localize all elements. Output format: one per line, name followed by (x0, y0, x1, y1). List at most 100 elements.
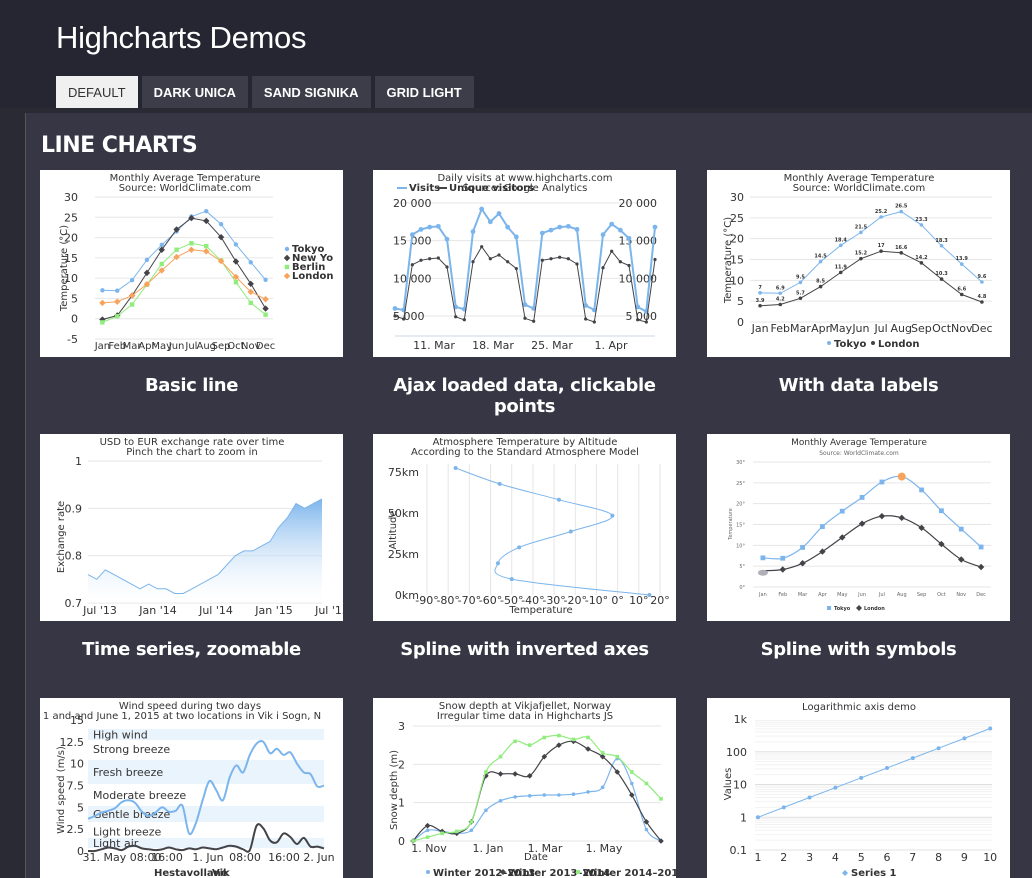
y-tick-label: 30 (730, 191, 744, 204)
legend-symbol (500, 869, 506, 875)
series-point (885, 765, 889, 770)
chart-card-spline-symbols[interactable]: Monthly Average Temperature Source: World… (707, 434, 1010, 621)
chart-card-time-series[interactable]: USD to EUR exchange rate over time Pinch … (40, 434, 343, 621)
x-tick-label: 9 (961, 851, 968, 864)
chart-card-snow-depth[interactable]: Snow depth at Vikjafjellet, Norway Irregu… (373, 698, 676, 878)
x-tick-label: May (837, 592, 847, 598)
y-tick-label: 3 (398, 720, 405, 733)
series-point (469, 828, 474, 833)
x-tick-label: Sep (911, 322, 932, 335)
x-tick-label: 1. Apr (594, 339, 627, 352)
series-point (513, 739, 517, 744)
y-tick-label: 0 (77, 845, 84, 858)
header-bar: Highcharts Demos DEFAULT DARK UNICA SAND… (0, 0, 1032, 108)
series-point (600, 751, 605, 755)
x-tick-label: 1 (755, 851, 762, 864)
tab-dark-unica[interactable]: DARK UNICA (141, 76, 248, 108)
x-tick-label: Jul (878, 592, 885, 598)
caption-data-labels[interactable]: With data labels (778, 375, 939, 396)
y-axis-label: Temperature (°C) (723, 217, 734, 304)
x-tick-label: Jul '14 (198, 604, 233, 617)
legend-item: Unique visitors (449, 183, 534, 194)
series-point (599, 753, 606, 760)
caption-basic-line[interactable]: Basic line (144, 375, 239, 396)
series-point (859, 256, 863, 261)
legend-symbol (283, 272, 291, 280)
chart-card-basic-line[interactable]: Monthly Average Temperature Source: World… (40, 170, 343, 357)
series-point (978, 544, 984, 550)
legend-symbol (856, 605, 862, 611)
x-tick-label: Mar (123, 341, 143, 352)
x-tick-label: 10° (629, 594, 649, 607)
y-axis-label: Temperature (°C) (59, 225, 70, 312)
series-point (453, 830, 460, 837)
series-point (879, 215, 883, 219)
data-label: 5.7 (796, 290, 805, 296)
series-point (779, 566, 786, 573)
chart-card-spline-inverted[interactable]: Atmosphere Temperature by Altitude Accord… (373, 434, 676, 621)
series-point (858, 520, 866, 527)
y-tick-label: 5 (71, 292, 78, 305)
data-label: 21.5 (855, 224, 868, 230)
series-point (498, 754, 503, 759)
y-tick-label-right: 10 000 (619, 272, 658, 285)
snow-line-1 (412, 740, 662, 842)
series-point (820, 524, 825, 529)
series-point (807, 795, 812, 800)
series-point (601, 266, 605, 270)
chart-card-data-labels[interactable]: Monthly Average Temperature Source: World… (707, 170, 1010, 357)
series-point (859, 775, 864, 780)
series-point (584, 317, 588, 321)
series-point (799, 560, 806, 567)
tab-default[interactable]: DEFAULT (56, 76, 138, 108)
series-point (541, 753, 548, 760)
series-line (757, 728, 991, 818)
y-tick-label: 0km (395, 589, 419, 602)
series-point (453, 466, 458, 470)
series-point (409, 232, 415, 238)
y-tick-label: 50km (388, 507, 419, 520)
tab-sand-signika[interactable]: SAND SIGNIKA (251, 76, 371, 108)
x-tick-label: 5 (858, 851, 865, 864)
y-tick-label: 0.1 (730, 844, 748, 857)
data-label: 3.9 (756, 298, 765, 304)
series-point (115, 314, 120, 319)
caption-ajax-data[interactable]: Ajax loaded data, clickable points (393, 375, 656, 417)
y-tick-label-left: 10 000 (393, 272, 432, 285)
y-tick-label: 5 (77, 801, 84, 814)
x-tick-label: Nov (956, 592, 966, 598)
x-tick-label: 31. May 08:00 (83, 851, 162, 864)
series-point (586, 790, 590, 794)
series-point (159, 242, 164, 248)
chart-title: Monthly Average Temperature (791, 438, 927, 448)
tab-grid-light[interactable]: GRID LIGHT (374, 76, 474, 108)
series-point (540, 258, 544, 262)
chart-card-ajax-data[interactable]: Daily visits at www.highcharts.com Source… (373, 170, 676, 357)
y-tick-label: 7.5 (67, 780, 85, 793)
chart-card-log-axis[interactable]: Logarithmic axis demo 1k 100 10 1 0.1 Values 1 2… (707, 698, 1010, 878)
series-point (958, 526, 964, 532)
time-series-chart: USD to EUR exchange rate over timePinch … (56, 437, 343, 617)
x-tick-label: Aug (891, 322, 912, 335)
series-point (248, 300, 253, 306)
y-tick-label: 75km (388, 466, 419, 479)
series-point (173, 226, 180, 233)
series-point (586, 735, 590, 740)
x-tick-label: Apr (818, 592, 828, 598)
series-point (778, 291, 783, 296)
caption-time-series[interactable]: Time series, zoomable (82, 639, 301, 660)
series-point (143, 281, 151, 288)
series-point (402, 317, 406, 321)
series-point (630, 781, 634, 786)
data-label: 8.5 (816, 279, 825, 285)
caption-spline-symbols[interactable]: Spline with symbols (760, 639, 957, 660)
caption-spline-inverted[interactable]: Spline with inverted axes (400, 639, 649, 660)
chart-card-wind-speed[interactable]: Wind speed during two days 1 and and June… (40, 698, 343, 878)
chart-title: Monthly Average Temperature (110, 173, 261, 184)
series-point (958, 556, 965, 563)
series-point (644, 827, 649, 832)
site-title[interactable]: Highcharts Demos (56, 20, 307, 55)
y-tick-label: 0.8 (65, 550, 83, 563)
series-point (470, 229, 476, 235)
x-tick-label: Aug (897, 592, 907, 598)
